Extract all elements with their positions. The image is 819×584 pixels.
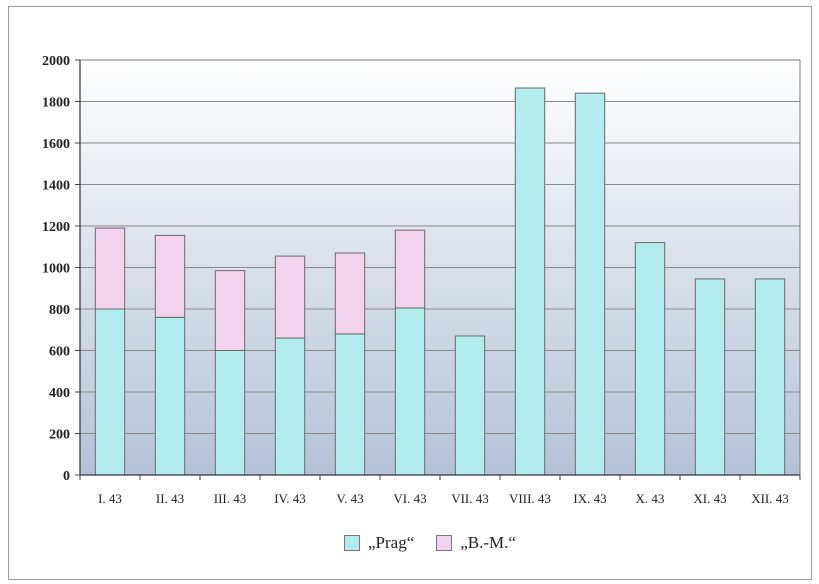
bar-prag-9	[574, 92, 606, 476]
bar-bm-4	[274, 255, 306, 339]
legend-item-prag: „Prag“	[344, 533, 414, 553]
legend-item-bm: „B.-M.“	[436, 533, 516, 553]
chart-frame: 0 200 400 600 800 1000 1200 1400 1600 1800 2000 I.…	[8, 6, 812, 580]
x-tick-label-6: VI. 43	[393, 491, 426, 506]
axes	[79, 59, 801, 480]
y-tick-label-800: 800	[49, 303, 70, 318]
y-tick-label-200: 200	[49, 428, 70, 443]
legend: „Prag“ „B.-M.“	[344, 533, 538, 553]
legend-label-prag: „Prag“	[368, 533, 415, 552]
bar-prag-7	[454, 335, 486, 476]
bar-bm-1	[94, 227, 126, 310]
bar-prag-10	[634, 242, 666, 476]
y-tick-label-0: 0	[63, 469, 70, 484]
x-tick-label-7: VII. 43	[451, 491, 489, 506]
x-tick-label-11: XI. 43	[693, 491, 726, 506]
bar-bm-6	[394, 229, 426, 309]
bar-prag-8	[514, 87, 546, 476]
y-tick-label-1600: 1600	[42, 137, 70, 152]
bar-prag-4	[274, 337, 306, 476]
bar-prag-5	[334, 333, 366, 476]
x-tick-label-10: X. 43	[636, 491, 665, 506]
y-tick-label-600: 600	[49, 345, 70, 360]
x-tick-label-12: XII. 43	[751, 491, 789, 506]
x-tick-label-5: V. 43	[336, 491, 363, 506]
legend-label-bm: „B.-M.“	[460, 533, 516, 552]
x-tick-label-8: VIII. 43	[509, 491, 551, 506]
bar-prag-3	[214, 350, 246, 476]
bar-prag-2	[154, 316, 186, 476]
y-axis-tick-labels: 0 200 400 600 800 1000 1200 1400 1600 1800 2000	[42, 54, 70, 484]
bar-prag-11	[694, 278, 726, 476]
x-tick-label-1: I. 43	[98, 491, 122, 506]
x-axis-tick-labels: I. 43 II. 43 III. 43 IV. 43 V. 43 VI. 43 VII. …	[98, 491, 789, 506]
y-tick-label-1200: 1200	[42, 220, 70, 235]
bar-prag-1	[94, 308, 126, 476]
bar-chart: 0 200 400 600 800 1000 1200 1400 1600 1800 2000 I.…	[42, 54, 801, 506]
y-tick-label-1000: 1000	[42, 262, 70, 277]
x-tick-label-2: II. 43	[156, 491, 184, 506]
bar-bm-2	[154, 234, 186, 318]
x-tick-label-3: III. 43	[214, 491, 247, 506]
legend-swatch-prag	[344, 535, 360, 551]
x-tick-label-9: IX. 43	[573, 491, 606, 506]
bars	[94, 87, 786, 476]
bar-prag-12	[754, 278, 786, 476]
bar-bm-3	[214, 270, 246, 351]
y-tick-label-400: 400	[49, 386, 70, 401]
bar-prag-6	[394, 307, 426, 476]
x-tick-label-4: IV. 43	[274, 491, 306, 506]
bar-bm-5	[334, 252, 366, 335]
y-tick-label-1800: 1800	[42, 96, 70, 111]
y-tick-label-2000: 2000	[42, 54, 70, 69]
y-tick-label-1400: 1400	[42, 179, 70, 194]
legend-swatch-bm	[436, 535, 453, 551]
